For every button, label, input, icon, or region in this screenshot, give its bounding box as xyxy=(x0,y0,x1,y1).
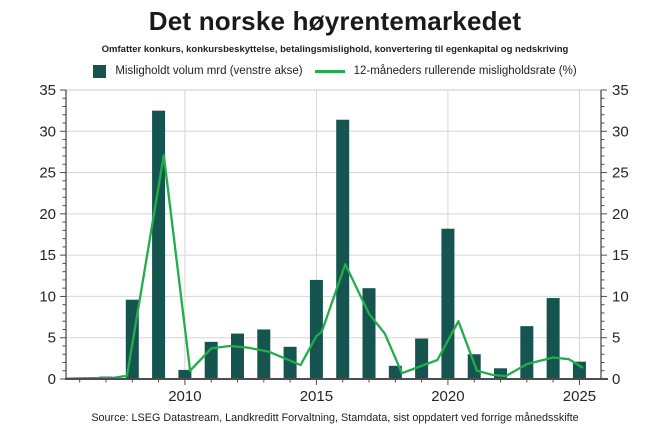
chart-legend: Misligholdt volum mrd (venstre akse) 12-… xyxy=(0,61,670,81)
y-left-label-15: 15 xyxy=(39,247,56,264)
bar-2012 xyxy=(230,333,244,379)
source-note: Source: LSEG Datastream, Landkreditt For… xyxy=(91,412,579,424)
bar-2024 xyxy=(546,298,560,379)
legend-label-volume: Misligholdt volum mrd (venstre akse) xyxy=(115,65,303,77)
bar-2010 xyxy=(178,369,192,379)
bar-2018 xyxy=(388,365,402,379)
y-right-label-25: 25 xyxy=(612,165,629,182)
line-swatch-icon xyxy=(314,69,345,73)
bar-2014 xyxy=(283,346,297,379)
axis-ticks xyxy=(60,89,607,385)
y-right-label-10: 10 xyxy=(612,288,629,305)
y-left-label-30: 30 xyxy=(39,123,56,140)
axes-spines xyxy=(65,90,608,380)
y-left-label-5: 5 xyxy=(48,330,56,347)
legend-item-rate: 12-måneders rullerende misligholdsrate (… xyxy=(314,65,577,77)
y-right-label-35: 35 xyxy=(612,85,629,99)
x-label-2020: 2020 xyxy=(431,388,464,405)
y-left-label-25: 25 xyxy=(39,165,56,182)
bar-swatch-icon xyxy=(93,64,107,78)
rate-line xyxy=(65,154,584,380)
y-left-label-0: 0 xyxy=(48,371,56,388)
x-label-2015: 2015 xyxy=(300,388,333,405)
legend-label-rate: 12-måneders rullerende misligholdsrate (… xyxy=(353,65,577,77)
chart-subtitle: Omfatter konkurs, konkursbeskyttelse, be… xyxy=(101,44,569,55)
y-right-label-0: 0 xyxy=(612,371,620,388)
bar-2009 xyxy=(152,110,166,380)
bar-2013 xyxy=(257,329,271,379)
y-left-label-35: 35 xyxy=(39,85,56,99)
bar-2020 xyxy=(441,228,455,379)
y-right-label-30: 30 xyxy=(612,123,629,140)
x-label-2010: 2010 xyxy=(168,388,201,405)
legend-item-volume: Misligholdt volum mrd (venstre akse) xyxy=(93,64,303,78)
bar-2016 xyxy=(336,119,350,380)
bar-2023 xyxy=(520,326,534,379)
bars-series xyxy=(99,110,586,380)
chart-title: Det norske høyrentemarkedet xyxy=(148,6,522,36)
y-left-label-10: 10 xyxy=(39,288,56,305)
bar-2017 xyxy=(362,288,376,379)
bar-2025 xyxy=(572,361,586,379)
y-right-label-15: 15 xyxy=(612,247,629,264)
bar-2022 xyxy=(494,368,508,379)
y-right-label-5: 5 xyxy=(612,330,620,347)
x-label-2025: 2025 xyxy=(563,388,596,405)
y-right-label-20: 20 xyxy=(612,206,629,223)
bar-2019 xyxy=(415,338,429,379)
bar-2015 xyxy=(309,279,323,379)
y-left-label-20: 20 xyxy=(39,206,56,223)
